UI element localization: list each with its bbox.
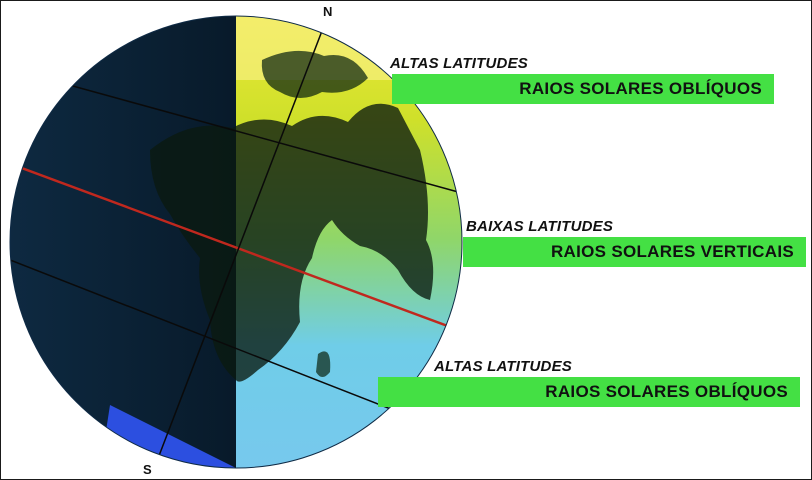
- band-heading-lower: ALTAS LATITUDES: [434, 358, 572, 375]
- globe-outline: [9, 15, 463, 469]
- rotation-axis: [151, 16, 331, 468]
- band-heading-middle: BAIXAS LATITUDES: [466, 218, 614, 235]
- madagascar: [316, 351, 331, 377]
- ray-label-middle: RAIOS SOLARES VERTICAIS: [550, 242, 794, 261]
- ray-banner-lower: RAIOS SOLARES OBLÍQUOS: [378, 377, 800, 407]
- upper-latitude-line: [10, 65, 462, 199]
- equator-line: [10, 158, 462, 340]
- band-heading-upper: ALTAS LATITUDES: [390, 55, 528, 72]
- europe-landmass: [261, 50, 368, 98]
- south-pole-label: S: [143, 462, 152, 477]
- continent-landmass: [150, 103, 434, 382]
- ray-banner-middle: RAIOS SOLARES VERTICAIS: [463, 237, 806, 267]
- ray-label-upper: RAIOS SOLARES OBLÍQUOS: [519, 79, 762, 98]
- ray-label-lower: RAIOS SOLARES OBLÍQUOS: [545, 382, 788, 401]
- ray-banner-upper: RAIOS SOLARES OBLÍQUOS: [392, 74, 774, 104]
- north-pole-label: N: [323, 4, 333, 19]
